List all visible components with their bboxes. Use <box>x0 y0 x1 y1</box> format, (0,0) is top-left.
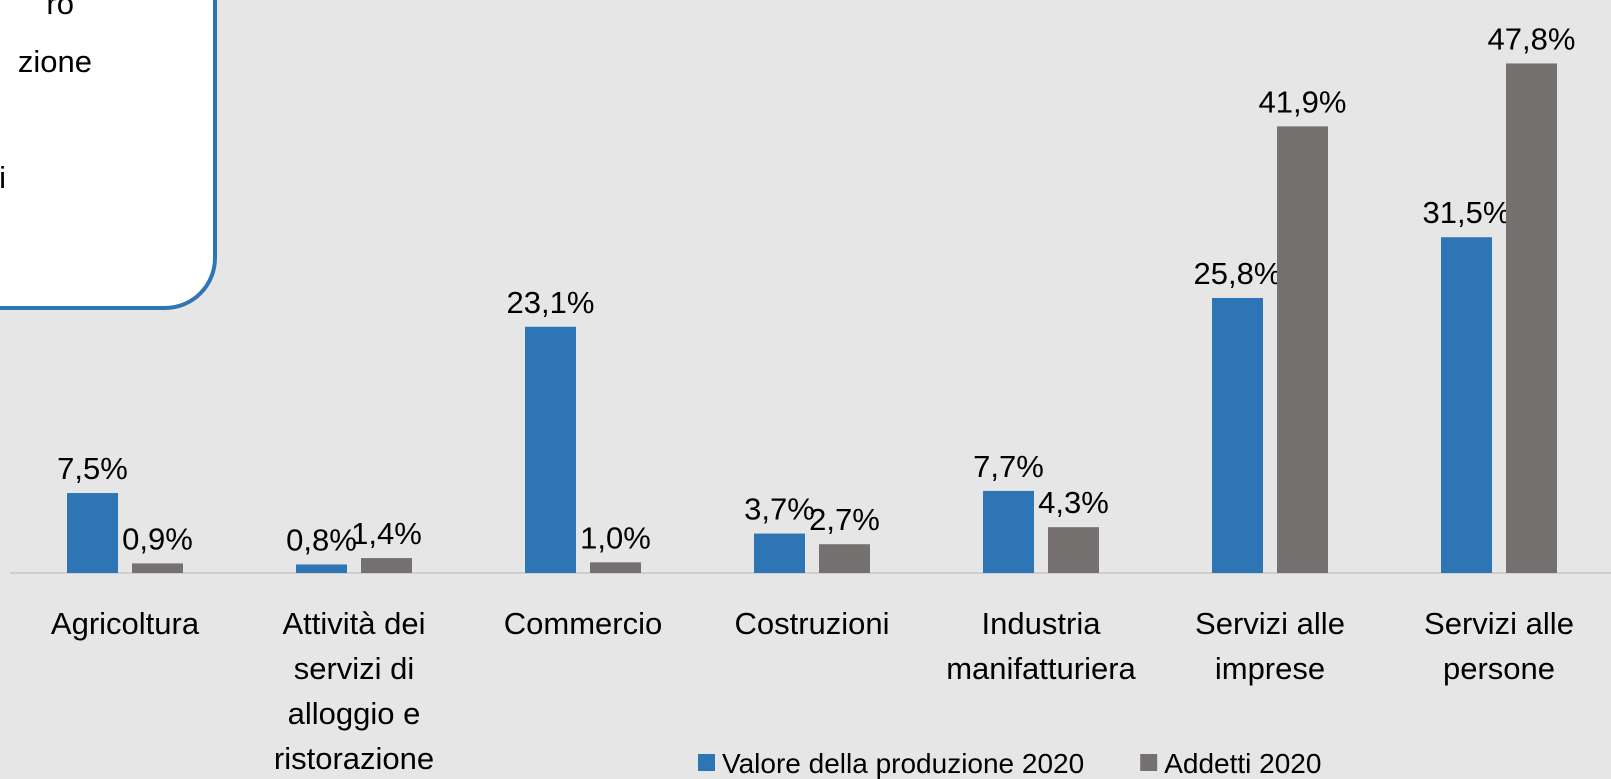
bar <box>1048 527 1099 573</box>
bar <box>983 490 1034 573</box>
x-tick-label: Agricoltura <box>51 606 200 641</box>
data-label: 1,0% <box>580 520 651 555</box>
bar <box>1441 237 1492 573</box>
bar <box>1277 126 1328 573</box>
data-label: 7,5% <box>57 451 128 486</box>
data-label: 47,8% <box>1488 21 1576 56</box>
x-tick-label: Attività dei servizi di alloggio e ristoraz… <box>274 606 434 776</box>
data-label: 2,7% <box>809 502 880 537</box>
box-text: zione <box>18 44 92 79</box>
data-label: 0,8% <box>286 522 357 557</box>
bar <box>1212 297 1263 573</box>
bar <box>525 326 576 573</box>
bar <box>819 544 870 573</box>
bar <box>1506 63 1557 574</box>
bar <box>296 564 347 573</box>
x-tick-label: Commercio <box>504 606 662 641</box>
data-label: 0,9% <box>122 521 193 556</box>
data-label: 31,5% <box>1423 195 1511 230</box>
x-tick-label: Industria manifatturiera <box>946 606 1136 686</box>
legend-swatch <box>698 754 715 771</box>
box-text: i <box>0 160 6 195</box>
data-label: 7,7% <box>973 449 1044 484</box>
data-label: 3,7% <box>744 492 815 527</box>
bar <box>132 563 183 573</box>
bar <box>67 493 118 573</box>
bar <box>754 533 805 573</box>
data-label: 4,3% <box>1038 485 1109 520</box>
text-box <box>0 0 217 310</box>
x-tick-label: Servizi alle imprese <box>1195 606 1345 686</box>
x-tick-label: Servizi alle persone <box>1424 606 1574 686</box>
bar <box>590 562 641 573</box>
legend-label: Valore della produzione 2020 <box>722 748 1084 779</box>
data-label: 1,4% <box>351 516 422 551</box>
legend-swatch <box>1140 754 1158 771</box>
legend-label: Addetti 2020 <box>1164 748 1321 779</box>
bar <box>361 558 412 573</box>
data-label: 25,8% <box>1194 256 1282 291</box>
box-text: ro <box>46 0 74 21</box>
data-label: 41,9% <box>1259 84 1347 119</box>
x-tick-label: Costruzioni <box>734 606 889 641</box>
data-label: 23,1% <box>507 285 595 320</box>
